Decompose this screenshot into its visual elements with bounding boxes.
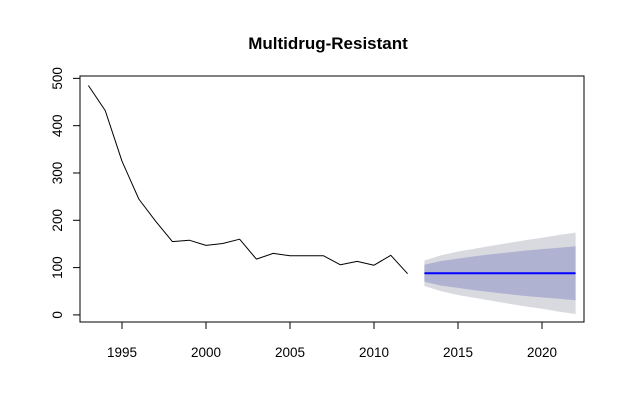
x-tick-label-2020: 2020 [527, 345, 557, 360]
y-tick-label-100: 100 [50, 256, 65, 279]
x-tick-label-2000: 2000 [191, 345, 221, 360]
chart-title: Multidrug-Resistant [248, 34, 408, 53]
y-tick-label-500: 500 [50, 67, 65, 90]
x-tick-label-2015: 2015 [443, 345, 473, 360]
x-axis: 1995 2000 2005 2010 2015 2020 [107, 321, 557, 360]
x-tick-label-1995: 1995 [107, 345, 137, 360]
y-tick-label-300: 300 [50, 162, 65, 185]
y-tick-label-400: 400 [50, 114, 65, 137]
x-tick-label-2005: 2005 [275, 345, 305, 360]
observed-series-line [87, 85, 408, 275]
y-axis: 0 100 200 300 400 500 [50, 67, 81, 319]
series-lines [87, 85, 576, 275]
x-tick-label-2010: 2010 [359, 345, 389, 360]
y-tick-label-0: 0 [50, 311, 65, 319]
y-tick-label-200: 200 [50, 209, 65, 232]
